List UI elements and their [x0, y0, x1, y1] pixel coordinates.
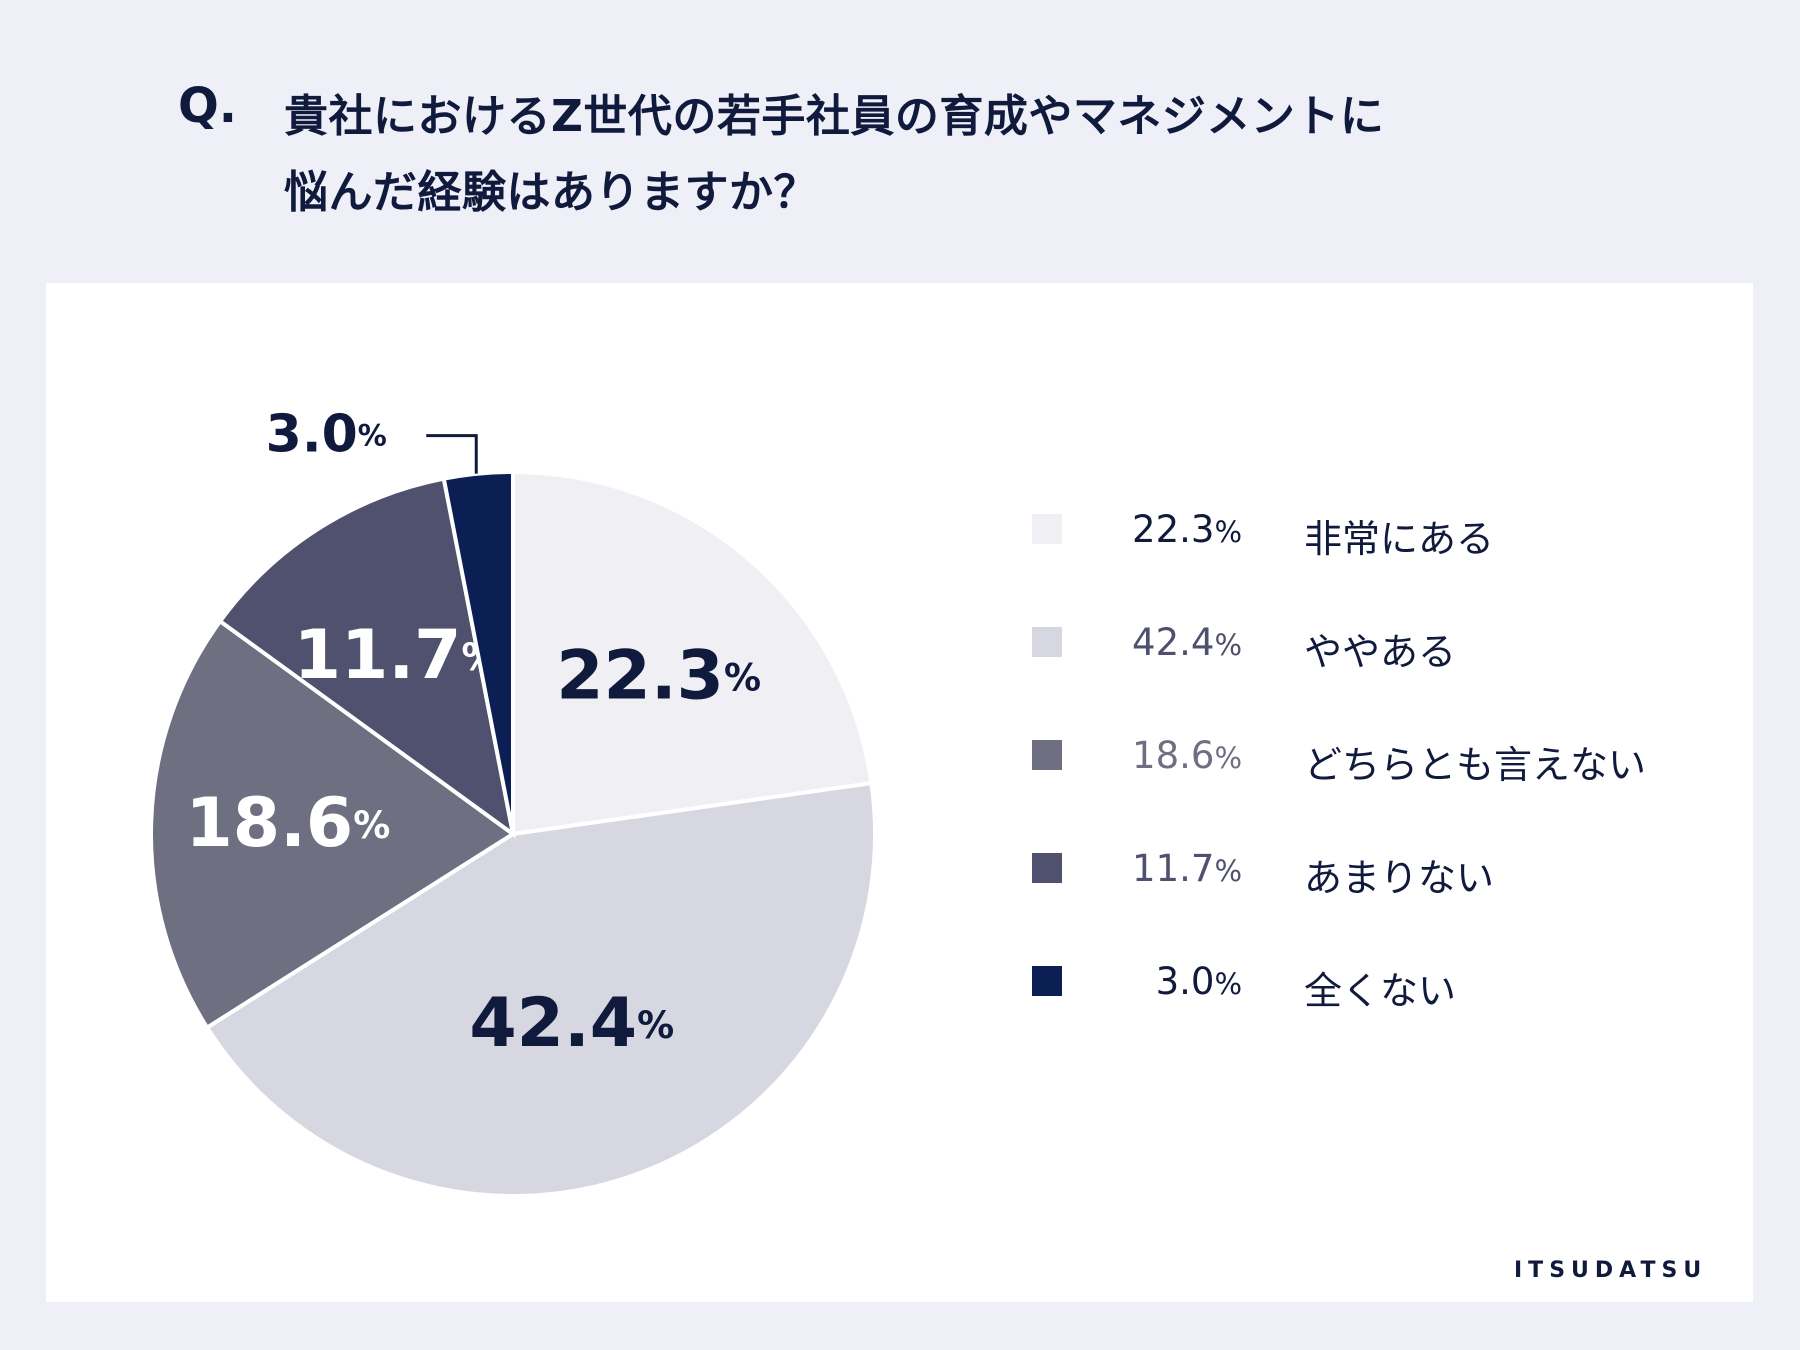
pie-slice-2 — [204, 780, 877, 1198]
legend-label-4: あまりない — [1304, 856, 1495, 900]
pie-slice-1 — [511, 469, 874, 837]
legend-swatch-2 — [1032, 627, 1062, 657]
legend-item-4: 11.7% あまりない — [1032, 847, 1672, 900]
legend-swatch-1 — [1032, 514, 1062, 544]
legend-value-2: 42.4% — [1132, 621, 1242, 664]
pie-chart: 22.3%42.4%18.6%11.7%3.0% — [149, 405, 877, 1198]
legend-item-3: 18.6% どちらとも言えない — [1032, 734, 1672, 787]
pie-label-1: 22.3% — [556, 636, 761, 715]
legend-value-5: 3.0% — [1155, 960, 1242, 1003]
leader-line-5 — [426, 434, 478, 474]
brand-logo: ITSUDATSU — [1514, 1258, 1708, 1283]
legend-swatch-4 — [1032, 853, 1062, 883]
legend-label-2: ややある — [1304, 630, 1457, 674]
legend-value-3: 18.6% — [1132, 734, 1242, 777]
question-line-2: 悩んだ経験はありますか？ — [284, 167, 818, 218]
legend-item-1: 22.3% 非常にある — [1032, 508, 1672, 561]
question-line-1: 貴社におけるZ世代の若手社員の育成やマネジメントに — [284, 91, 1385, 142]
pie-slice-4 — [217, 476, 516, 839]
pie-slice-3 — [149, 618, 517, 1031]
legend-item-5: 3.0% 全くない — [1032, 960, 1672, 1013]
legend-item-2: 42.4% ややある — [1032, 621, 1672, 674]
legend-value-4: 11.7% — [1132, 847, 1242, 890]
legend-label-5: 全くない — [1304, 969, 1457, 1013]
pie-label-2: 42.4% — [469, 983, 674, 1062]
legend-swatch-3 — [1032, 740, 1062, 770]
pie-label-3: 18.6% — [185, 784, 390, 863]
legend-value-1: 22.3% — [1132, 508, 1242, 551]
pie-label-5: 3.0% — [266, 405, 387, 465]
question-prefix: Q. — [178, 78, 238, 134]
chart-card: 22.3% 42.4% 18.6% 11.7% 3.0% 22.3% 非常にある 42.4%… — [46, 283, 1753, 1302]
pie-slice-5 — [441, 469, 515, 835]
legend-label-3: どちらとも言えない — [1304, 743, 1647, 787]
legend-label-1: 非常にある — [1304, 517, 1495, 561]
legend-swatch-5 — [1032, 966, 1062, 996]
